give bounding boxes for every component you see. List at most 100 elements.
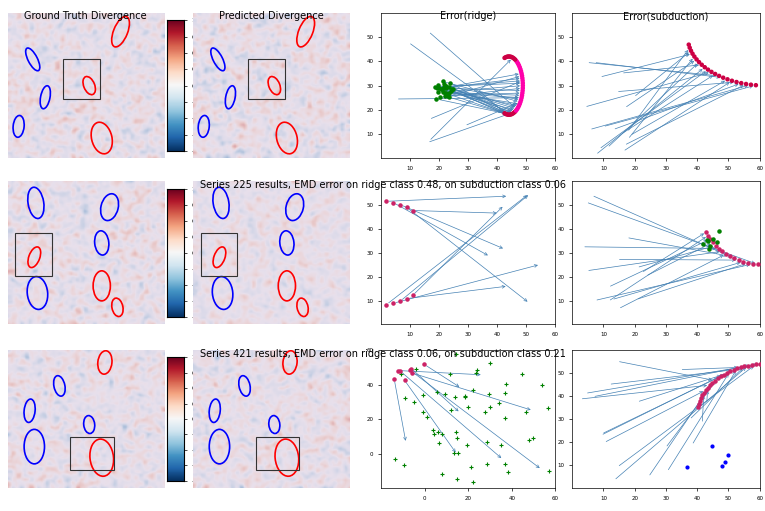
Point <box>718 370 730 379</box>
Text: Ground Truth Divergence: Ground Truth Divergence <box>24 11 147 21</box>
Point <box>483 390 495 398</box>
Point <box>698 63 711 72</box>
Point <box>742 259 754 267</box>
Point <box>405 369 418 377</box>
Bar <box>256 437 299 470</box>
Point <box>516 369 529 378</box>
Point <box>394 201 406 209</box>
Point <box>443 83 455 91</box>
Point <box>713 244 725 252</box>
Point <box>742 361 754 369</box>
Point <box>716 462 728 470</box>
Bar <box>63 59 100 99</box>
Text: Series 225 results, EMD error on ridge class 0.48, on subduction class 0.06: Series 225 results, EMD error on ridge c… <box>200 180 565 190</box>
Bar <box>200 233 236 276</box>
Point <box>709 70 721 78</box>
Point <box>510 106 522 114</box>
Point <box>438 83 451 91</box>
Point <box>484 403 496 411</box>
Point <box>436 470 448 478</box>
Point <box>516 94 528 102</box>
Point <box>707 235 719 243</box>
Point <box>721 75 734 83</box>
Point <box>512 59 524 67</box>
Point <box>705 442 718 450</box>
Point <box>503 53 516 61</box>
Point <box>731 78 743 86</box>
Point <box>692 403 704 411</box>
Point <box>409 364 422 373</box>
Bar <box>248 59 285 99</box>
Point <box>438 84 450 92</box>
Point <box>421 413 433 422</box>
Point <box>407 206 419 215</box>
Point <box>516 77 529 85</box>
Point <box>387 199 399 207</box>
Point <box>493 399 505 407</box>
Point <box>504 53 516 61</box>
Point <box>440 89 452 97</box>
Point <box>711 238 724 246</box>
Point <box>514 65 526 73</box>
Point <box>692 400 705 408</box>
Point <box>431 388 443 396</box>
Point <box>433 84 445 92</box>
Point <box>439 390 451 398</box>
Point <box>717 74 729 82</box>
Point <box>436 88 448 96</box>
Point <box>417 408 429 416</box>
Point <box>508 109 520 117</box>
Point <box>399 394 412 402</box>
Point <box>428 429 440 437</box>
Point <box>438 88 451 97</box>
Point <box>451 475 463 483</box>
Point <box>495 440 507 449</box>
Point <box>516 72 528 80</box>
Point <box>728 366 740 374</box>
Point <box>542 467 555 475</box>
Point <box>724 252 736 260</box>
Point <box>516 79 529 87</box>
Point <box>516 89 529 97</box>
Point <box>512 104 524 112</box>
Point <box>462 403 474 411</box>
Point <box>405 364 418 373</box>
Point <box>738 362 750 370</box>
Point <box>506 109 519 118</box>
Point <box>702 236 714 244</box>
Point <box>435 85 448 94</box>
Point <box>444 370 457 378</box>
Point <box>389 455 402 463</box>
Point <box>467 478 480 486</box>
Point <box>499 109 511 118</box>
Point <box>734 363 747 371</box>
Point <box>718 458 731 466</box>
Point <box>705 235 717 243</box>
Point <box>470 366 483 374</box>
Point <box>431 84 444 92</box>
Point <box>721 369 733 377</box>
Point <box>716 247 728 256</box>
Point <box>401 294 413 303</box>
Point <box>688 53 701 61</box>
Point <box>691 55 703 63</box>
Point <box>681 463 693 471</box>
Point <box>407 291 419 299</box>
Point <box>708 377 721 385</box>
Point <box>726 77 738 85</box>
Point <box>502 53 514 61</box>
Point <box>380 197 392 205</box>
Point <box>520 407 532 415</box>
Point <box>704 242 716 250</box>
Point <box>479 408 491 416</box>
Point <box>392 366 405 375</box>
Point <box>715 373 727 381</box>
Point <box>702 231 715 240</box>
Point <box>695 394 707 402</box>
Point <box>449 393 461 401</box>
Point <box>702 237 714 245</box>
Point <box>432 88 444 96</box>
Point <box>745 81 757 89</box>
Point <box>403 366 415 374</box>
Point <box>443 93 455 101</box>
